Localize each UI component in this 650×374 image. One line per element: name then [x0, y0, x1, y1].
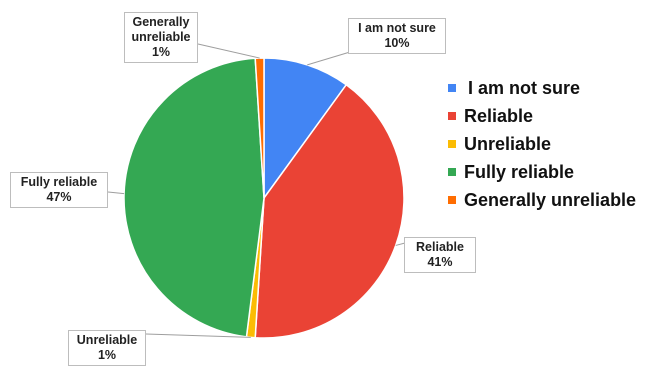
legend-label: Fully reliable	[464, 161, 575, 182]
leader-line	[145, 333, 251, 338]
legend-swatch	[448, 112, 456, 120]
legend-item-reliable: Reliable	[448, 102, 636, 130]
pie-slice-fully-reliable	[123, 57, 265, 338]
leader-line	[197, 43, 260, 59]
legend: I am not sure Reliable Unreliable Fully …	[448, 74, 636, 214]
pie-slice-reliable	[254, 83, 405, 339]
callout-reliable: Reliable 41%	[404, 237, 476, 273]
legend-label: I am not sure	[468, 77, 581, 98]
legend-label: Generally unreliable	[464, 189, 637, 210]
legend-item-i-am-not-sure: I am not sure	[448, 74, 636, 102]
legend-item-unreliable: Unreliable	[448, 130, 636, 158]
legend-item-fully-reliable: Fully reliable	[448, 158, 636, 186]
callout-unreliable: Unreliable 1%	[68, 330, 146, 366]
callout-fully-reliable: Fully reliable 47%	[10, 172, 108, 208]
legend-swatch	[448, 196, 456, 204]
leader-line	[395, 242, 406, 246]
callout-i-am-not-sure: I am not sure 10%	[348, 18, 446, 54]
legend-item-generally-unreliable: Generally unreliable	[448, 186, 636, 214]
legend-swatch	[448, 140, 456, 148]
legend-label: Unreliable	[464, 133, 552, 154]
callout-generally-unreliable: Generally unreliable 1%	[124, 12, 198, 63]
legend-label: Reliable	[464, 105, 534, 126]
legend-swatch	[448, 168, 456, 176]
legend-swatch	[448, 84, 456, 92]
pie-slice-i-am-not-sure	[263, 57, 348, 201]
leader-line	[107, 191, 125, 195]
leader-line	[307, 51, 351, 66]
